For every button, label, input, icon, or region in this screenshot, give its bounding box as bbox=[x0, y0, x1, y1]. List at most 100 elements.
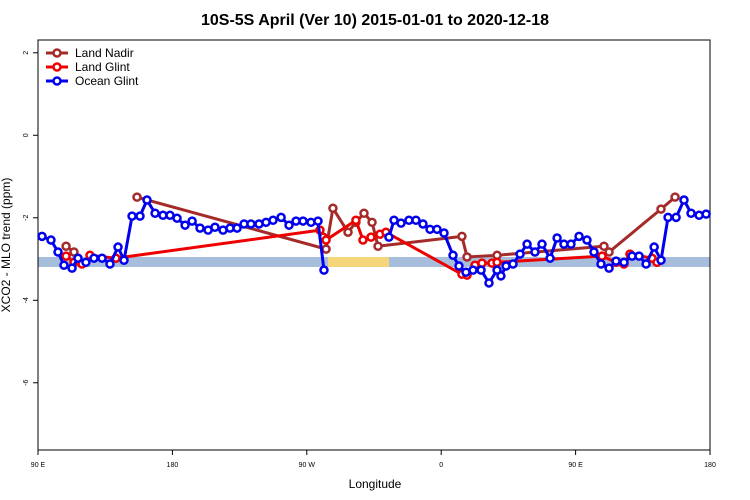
data-point bbox=[246, 219, 256, 229]
data-point bbox=[321, 235, 331, 245]
y-tick-label: -6 bbox=[23, 380, 30, 386]
data-point bbox=[641, 259, 651, 269]
data-point bbox=[530, 247, 540, 257]
data-point bbox=[135, 211, 145, 221]
data-point bbox=[358, 235, 368, 245]
data-point bbox=[566, 239, 576, 249]
data-point bbox=[351, 215, 361, 226]
data-point bbox=[484, 278, 494, 288]
data-point bbox=[373, 241, 383, 251]
data-point bbox=[476, 265, 486, 275]
data-point bbox=[359, 208, 369, 218]
data-point bbox=[276, 212, 286, 223]
data-point bbox=[284, 220, 294, 230]
data-point bbox=[119, 255, 129, 266]
data-point bbox=[46, 235, 56, 245]
y-tick-label: 2 bbox=[23, 51, 30, 55]
land-band bbox=[328, 257, 389, 267]
data-point bbox=[343, 227, 353, 237]
data-point bbox=[97, 253, 107, 263]
x-axis-label: Longitude bbox=[349, 477, 402, 491]
legend-label: Land Nadir bbox=[75, 46, 134, 60]
x-tick-label: 90 E bbox=[568, 462, 583, 469]
data-point bbox=[670, 192, 680, 202]
data-point bbox=[328, 203, 338, 214]
data-point bbox=[508, 259, 518, 269]
data-point bbox=[89, 253, 99, 263]
data-point bbox=[396, 218, 406, 228]
data-point bbox=[61, 251, 71, 261]
data-point bbox=[105, 259, 115, 269]
data-point bbox=[596, 259, 606, 269]
data-point bbox=[142, 195, 152, 205]
data-point bbox=[418, 219, 428, 229]
x-tick-label: 90 W bbox=[299, 462, 316, 469]
data-point bbox=[321, 244, 331, 254]
data-point bbox=[619, 257, 629, 268]
data-point bbox=[319, 265, 329, 275]
y-tick-label: -2 bbox=[23, 215, 30, 221]
data-point bbox=[597, 251, 607, 261]
data-point bbox=[384, 232, 394, 242]
data-point bbox=[462, 252, 472, 262]
data-point bbox=[574, 231, 584, 242]
y-axis-label: XCO2 - MLO trend (ppm) bbox=[0, 178, 13, 313]
data-point bbox=[268, 215, 278, 226]
data-point bbox=[701, 209, 711, 219]
data-point bbox=[552, 233, 562, 243]
data-point bbox=[67, 263, 77, 273]
data-point bbox=[582, 235, 592, 245]
data-point bbox=[69, 247, 79, 257]
data-point bbox=[81, 257, 91, 268]
x-tick-label: 90 E bbox=[31, 462, 46, 469]
data-point bbox=[366, 232, 376, 242]
data-point bbox=[232, 223, 242, 233]
data-point bbox=[187, 216, 197, 226]
data-point bbox=[367, 217, 377, 228]
x-tick-label: 180 bbox=[704, 462, 716, 469]
data-point bbox=[439, 228, 449, 238]
data-point bbox=[432, 224, 442, 235]
data-point bbox=[599, 241, 609, 251]
data-point bbox=[537, 239, 547, 249]
x-tick-label: 0 bbox=[439, 462, 443, 469]
data-point bbox=[411, 215, 421, 226]
data-point bbox=[634, 251, 644, 261]
legend-label: Land Glint bbox=[75, 60, 130, 74]
data-point bbox=[195, 223, 205, 233]
plot-frame bbox=[37, 39, 711, 451]
data-point bbox=[663, 212, 673, 223]
data-point bbox=[604, 247, 614, 257]
data-point bbox=[515, 249, 525, 259]
data-point bbox=[545, 253, 555, 263]
data-point bbox=[73, 253, 83, 263]
data-point bbox=[298, 216, 308, 226]
data-point bbox=[454, 261, 464, 271]
data-point bbox=[127, 211, 137, 221]
data-point bbox=[448, 250, 458, 261]
data-point bbox=[649, 242, 659, 252]
data-point bbox=[59, 260, 69, 270]
y-tick-label: -4 bbox=[23, 297, 30, 303]
data-point bbox=[686, 208, 696, 218]
data-point bbox=[468, 265, 478, 275]
data-point bbox=[656, 204, 666, 214]
data-point bbox=[604, 263, 614, 273]
data-point bbox=[172, 213, 182, 223]
y-tick-label: 0 bbox=[23, 133, 30, 137]
data-point bbox=[589, 247, 599, 257]
data-point bbox=[496, 271, 506, 281]
legend-marker bbox=[52, 76, 62, 86]
data-point bbox=[180, 220, 190, 230]
legend-label: Ocean Glint bbox=[75, 74, 139, 88]
data-point bbox=[53, 247, 63, 257]
legend-marker bbox=[52, 62, 62, 72]
data-point bbox=[671, 212, 681, 223]
data-point bbox=[150, 208, 160, 218]
data-point bbox=[37, 231, 47, 242]
data-point bbox=[656, 255, 666, 266]
data-point bbox=[313, 216, 323, 226]
data-point bbox=[61, 241, 71, 251]
chart-title: 10S-5S April (Ver 10) 2015-01-01 to 2020… bbox=[201, 12, 549, 29]
